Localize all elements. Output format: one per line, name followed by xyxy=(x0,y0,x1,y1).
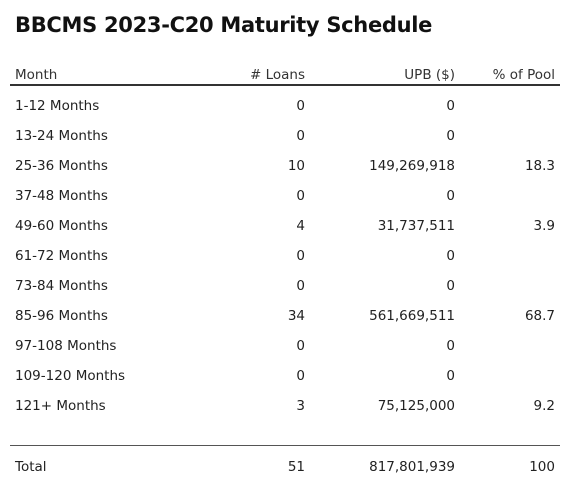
loans-cell: 0 xyxy=(296,368,305,384)
pct-cell: 9.2 xyxy=(533,398,555,414)
upb-cell: 0 xyxy=(446,368,455,384)
month-cell: 25-36 Months xyxy=(15,158,108,174)
month-cell: 61-72 Months xyxy=(15,248,108,264)
table-row: 37-48 Months 0 0 xyxy=(0,186,570,206)
loans-cell: 34 xyxy=(287,308,305,324)
upb-cell: 0 xyxy=(446,128,455,144)
upb-cell: 149,269,918 xyxy=(369,158,455,174)
loans-cell: 4 xyxy=(296,218,305,234)
total-divider xyxy=(10,445,560,446)
table-row: 61-72 Months 0 0 xyxy=(0,246,570,266)
upb-cell: 0 xyxy=(446,338,455,354)
total-label: Total xyxy=(15,459,47,475)
loans-cell: 0 xyxy=(296,128,305,144)
loans-cell: 0 xyxy=(296,98,305,114)
total-upb: 817,801,939 xyxy=(369,459,455,475)
column-header-month: Month xyxy=(15,67,58,83)
column-header-upb: UPB ($) xyxy=(404,67,455,83)
upb-cell: 31,737,511 xyxy=(377,218,455,234)
loans-cell: 0 xyxy=(296,248,305,264)
table-row: 49-60 Months 4 31,737,511 3.9 xyxy=(0,216,570,236)
table-header: Month # Loans UPB ($) % of Pool xyxy=(0,65,570,85)
page-title: BBCMS 2023-C20 Maturity Schedule xyxy=(15,13,433,37)
loans-cell: 0 xyxy=(296,188,305,204)
loans-cell: 0 xyxy=(296,338,305,354)
table-row: 85-96 Months 34 561,669,511 68.7 xyxy=(0,306,570,326)
upb-cell: 0 xyxy=(446,188,455,204)
upb-cell: 0 xyxy=(446,248,455,264)
table-row: 97-108 Months 0 0 xyxy=(0,336,570,356)
table-row: 73-84 Months 0 0 xyxy=(0,276,570,296)
pct-cell: 3.9 xyxy=(533,218,555,234)
month-cell: 121+ Months xyxy=(15,398,106,414)
month-cell: 73-84 Months xyxy=(15,278,108,294)
upb-cell: 0 xyxy=(446,98,455,114)
month-cell: 1-12 Months xyxy=(15,98,100,114)
total-pct: 100 xyxy=(529,459,555,475)
upb-cell: 561,669,511 xyxy=(369,308,455,324)
month-cell: 37-48 Months xyxy=(15,188,108,204)
month-cell: 13-24 Months xyxy=(15,128,108,144)
column-header-loans: # Loans xyxy=(249,67,305,83)
table-row: 25-36 Months 10 149,269,918 18.3 xyxy=(0,156,570,176)
month-cell: 97-108 Months xyxy=(15,338,117,354)
table-row: 121+ Months 3 75,125,000 9.2 xyxy=(0,396,570,416)
total-row: Total 51 817,801,939 100 xyxy=(0,457,570,477)
header-divider xyxy=(10,84,560,86)
upb-cell: 0 xyxy=(446,278,455,294)
table-row: 109-120 Months 0 0 xyxy=(0,366,570,386)
loans-cell: 10 xyxy=(287,158,305,174)
pct-cell: 68.7 xyxy=(524,308,555,324)
table-row: 13-24 Months 0 0 xyxy=(0,126,570,146)
month-cell: 109-120 Months xyxy=(15,368,126,384)
table-row: 1-12 Months 0 0 xyxy=(0,96,570,116)
upb-cell: 75,125,000 xyxy=(377,398,455,414)
loans-cell: 3 xyxy=(296,398,305,414)
loans-cell: 0 xyxy=(296,278,305,294)
month-cell: 49-60 Months xyxy=(15,218,108,234)
month-cell: 85-96 Months xyxy=(15,308,108,324)
total-loans: 51 xyxy=(287,459,305,475)
column-header-pct: % of Pool xyxy=(492,67,555,83)
pct-cell: 18.3 xyxy=(524,158,555,174)
